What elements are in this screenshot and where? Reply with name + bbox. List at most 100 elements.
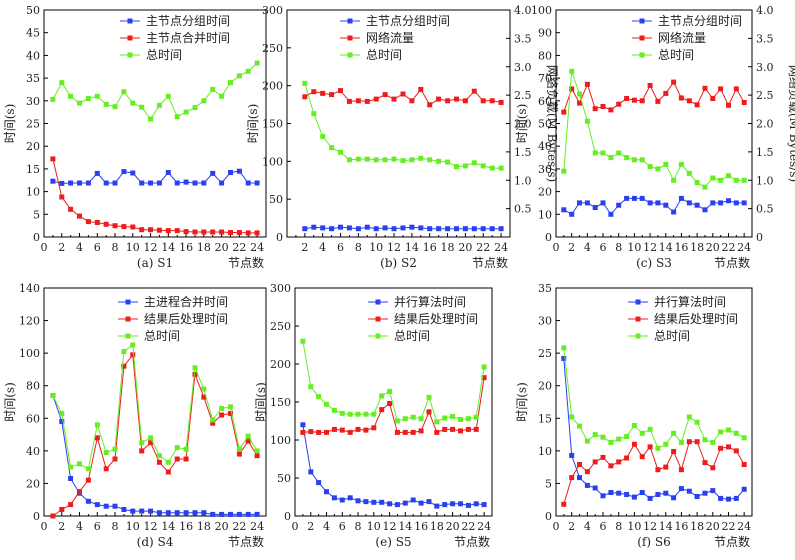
y-axis-title: 时间(s) (3, 382, 17, 422)
x-tick-label: 14 (161, 241, 175, 254)
data-point (733, 495, 739, 501)
y-tick-label: 20 (26, 477, 40, 490)
x-tick-label: 8 (355, 520, 362, 533)
x-tick-label: 12 (387, 241, 401, 254)
data-point (112, 180, 118, 186)
data-point (254, 511, 260, 517)
y-tick-label: 35 (538, 282, 552, 295)
data-point (192, 510, 198, 516)
data-point (498, 165, 504, 171)
data-point (364, 224, 370, 230)
x-tick-label: 12 (144, 520, 158, 533)
data-point (201, 386, 207, 392)
y-tick-label: 20 (26, 140, 40, 153)
x-tick-label: 8 (615, 241, 622, 254)
data-point (130, 352, 136, 358)
data-point (379, 393, 385, 399)
data-point (174, 228, 180, 234)
data-point (465, 426, 471, 432)
data-point (718, 177, 724, 183)
x-tick-label: 16 (179, 241, 193, 254)
data-point (663, 490, 669, 496)
y-tick-label: 250 (270, 320, 291, 333)
x-tick-label: 6 (339, 520, 346, 533)
data-point (219, 180, 225, 186)
series-line (563, 71, 745, 188)
data-point (59, 194, 65, 200)
x-tick-label: 10 (126, 241, 140, 254)
data-point (616, 436, 622, 442)
data-point (465, 416, 471, 422)
legend-marker (639, 35, 645, 41)
data-point (678, 439, 684, 445)
data-point (418, 155, 424, 161)
data-point (631, 423, 637, 428)
data-point (694, 180, 700, 185)
x-tick-label: 2 (301, 241, 308, 254)
x-tick-label: 16 (674, 241, 688, 254)
legend-label: 主节点合并时间 (146, 30, 230, 45)
legend-label: 并行算法时间 (394, 294, 466, 309)
legend-marker (347, 52, 353, 58)
data-point (686, 414, 692, 420)
data-point (331, 407, 337, 413)
data-point (450, 413, 456, 419)
data-point (121, 363, 127, 369)
x-tick-label: 8 (615, 520, 622, 533)
data-point (387, 388, 393, 394)
data-point (339, 427, 345, 433)
series-green (50, 60, 260, 122)
data-point (436, 96, 442, 102)
y-tick-label: 20 (538, 186, 552, 199)
x-tick-label: 22 (476, 241, 490, 254)
data-point (236, 511, 242, 517)
x-tick-label: 8 (355, 241, 362, 254)
data-point (624, 455, 630, 461)
x-tick-label: 0 (292, 520, 299, 533)
data-point (85, 466, 91, 472)
x-tick-label: 2 (58, 520, 65, 533)
data-point (302, 94, 308, 100)
data-point (85, 219, 91, 225)
data-point (339, 410, 345, 416)
y2-tick-label: 1.5 (756, 146, 774, 159)
legend-marker (127, 52, 133, 58)
data-point (616, 150, 622, 156)
data-point (400, 158, 406, 164)
data-point (718, 200, 724, 206)
data-point (50, 393, 56, 398)
data-point (112, 223, 118, 229)
data-point (228, 230, 233, 235)
x-axis-title: 节点数 (228, 534, 264, 549)
data-point (50, 156, 56, 162)
data-point (331, 495, 337, 501)
data-point (458, 501, 463, 507)
x-tick-label: 12 (144, 241, 158, 254)
data-point (465, 502, 471, 508)
data-point (489, 165, 495, 171)
x-tick-label: 16 (179, 520, 193, 533)
x-tick-label: 18 (690, 520, 704, 533)
y-tick-label: 45 (26, 27, 40, 40)
data-point (569, 86, 575, 92)
data-point (379, 499, 385, 505)
y2-tick-label: 3.0 (756, 61, 774, 74)
y-tick-label: 40 (26, 445, 40, 458)
data-point (254, 180, 260, 186)
data-point (631, 97, 637, 103)
x-tick-label: 4 (584, 241, 591, 254)
data-point (183, 456, 189, 462)
data-point (702, 207, 708, 213)
data-point (236, 168, 242, 174)
x-tick-label: 12 (383, 520, 397, 533)
series-line (563, 197, 745, 216)
data-point (103, 101, 109, 107)
x-axis-title: 节点数 (454, 534, 490, 549)
data-point (616, 459, 622, 465)
data-point (592, 459, 598, 465)
legend-marker (127, 35, 133, 41)
x-tick-label: 2 (58, 241, 65, 254)
y-tick-label: 100 (262, 155, 283, 168)
legend-marker (375, 333, 381, 339)
